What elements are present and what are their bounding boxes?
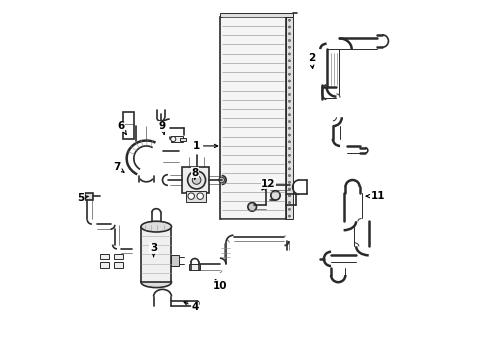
Circle shape <box>289 134 291 136</box>
Circle shape <box>289 202 291 204</box>
Bar <box>180 138 186 140</box>
Text: 7: 7 <box>113 162 124 172</box>
Text: 9: 9 <box>159 121 166 135</box>
Bar <box>220 17 286 220</box>
Bar <box>220 13 293 17</box>
Circle shape <box>289 19 291 21</box>
Circle shape <box>289 39 291 41</box>
Text: 3: 3 <box>150 243 157 257</box>
Bar <box>141 226 171 282</box>
Ellipse shape <box>141 277 171 288</box>
Circle shape <box>289 53 291 55</box>
Circle shape <box>289 26 291 28</box>
Circle shape <box>289 154 291 156</box>
Circle shape <box>188 171 205 189</box>
Circle shape <box>289 87 291 89</box>
Ellipse shape <box>141 221 171 232</box>
Circle shape <box>289 60 291 62</box>
Text: 11: 11 <box>367 191 385 201</box>
Circle shape <box>289 46 291 48</box>
Circle shape <box>192 176 201 184</box>
Text: 4: 4 <box>184 302 198 312</box>
Circle shape <box>197 193 203 199</box>
Bar <box>182 167 209 193</box>
Bar <box>172 255 179 266</box>
Bar <box>286 17 293 220</box>
Circle shape <box>271 191 280 200</box>
Circle shape <box>289 114 291 116</box>
Bar <box>114 262 123 268</box>
Circle shape <box>289 100 291 102</box>
Circle shape <box>219 177 224 183</box>
Circle shape <box>289 127 291 129</box>
Circle shape <box>188 193 195 199</box>
Bar <box>190 264 200 270</box>
Circle shape <box>289 80 291 82</box>
Circle shape <box>289 208 291 210</box>
Circle shape <box>289 195 291 197</box>
Text: 12: 12 <box>261 179 275 190</box>
Bar <box>100 262 109 268</box>
Circle shape <box>289 181 291 183</box>
Bar <box>114 253 123 259</box>
Text: 10: 10 <box>213 280 227 291</box>
Bar <box>100 253 109 259</box>
Circle shape <box>171 136 176 141</box>
Circle shape <box>289 107 291 109</box>
Bar <box>171 136 183 142</box>
Circle shape <box>289 188 291 190</box>
Circle shape <box>289 168 291 170</box>
Circle shape <box>289 33 291 35</box>
Circle shape <box>289 148 291 150</box>
Circle shape <box>289 66 291 68</box>
Text: 2: 2 <box>308 53 315 68</box>
Text: 5: 5 <box>77 193 88 203</box>
Text: 1: 1 <box>193 141 218 151</box>
Circle shape <box>289 215 291 217</box>
Circle shape <box>289 175 291 177</box>
Circle shape <box>289 94 291 95</box>
Text: 8: 8 <box>191 168 198 179</box>
Circle shape <box>289 121 291 123</box>
Bar <box>85 193 93 200</box>
Circle shape <box>289 141 291 143</box>
Bar <box>186 191 205 202</box>
Circle shape <box>248 203 256 211</box>
Bar <box>123 112 134 139</box>
Circle shape <box>289 161 291 163</box>
Circle shape <box>289 73 291 75</box>
Text: 6: 6 <box>118 121 126 134</box>
